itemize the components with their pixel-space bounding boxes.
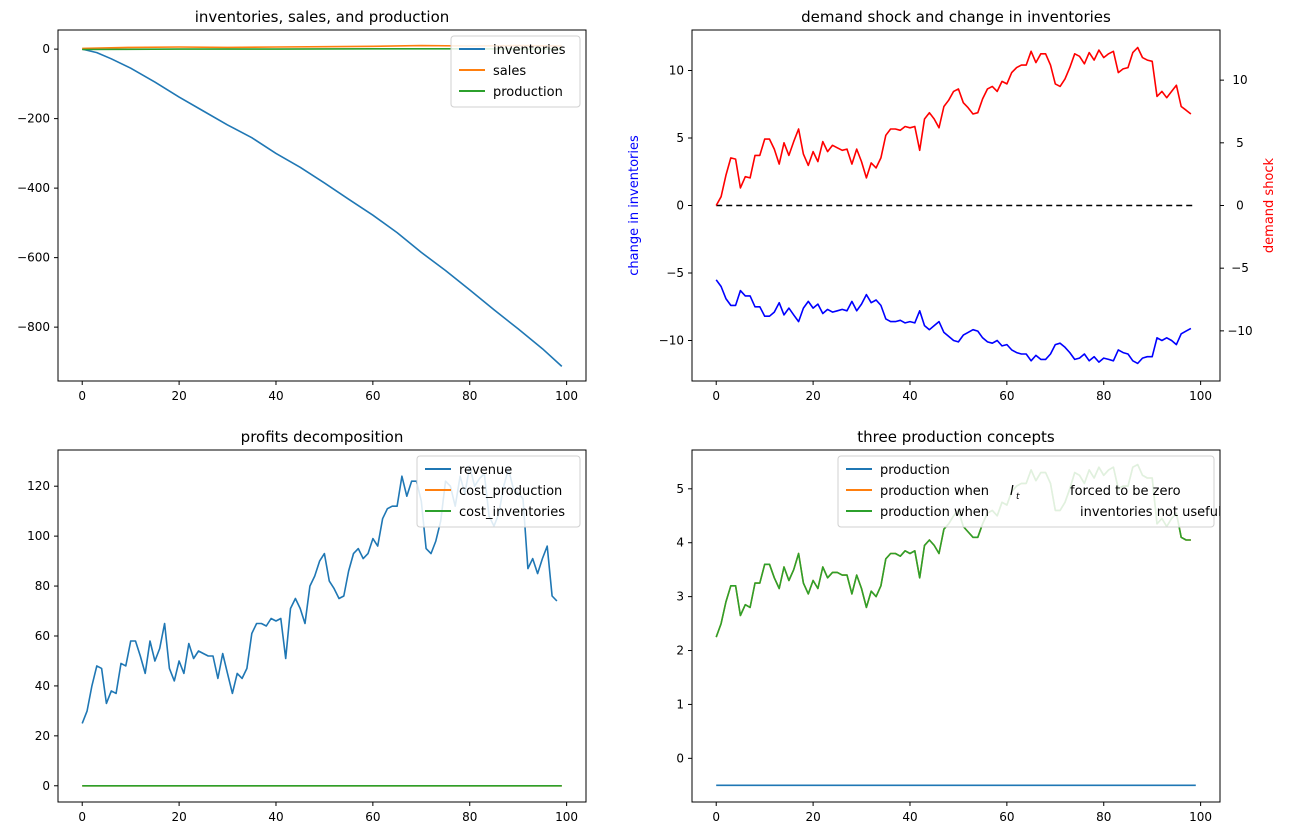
x-tick-label: 20 — [171, 810, 186, 824]
x-tick-label: 60 — [365, 810, 380, 824]
x-tick-label: 0 — [78, 389, 86, 403]
y-tick-label: 10 — [669, 64, 684, 78]
y-tick-label: 5 — [676, 482, 684, 496]
x-tick-label: 100 — [1189, 810, 1212, 824]
chart-title: profits decomposition — [241, 428, 404, 446]
axes-frame — [57, 449, 587, 803]
legend-label: inventories — [493, 43, 566, 58]
x-tick-label: 100 — [555, 810, 578, 824]
x-tick-label: 0 — [712, 810, 720, 824]
x-tick-label: 20 — [171, 389, 186, 403]
y-tick-label: 0 — [676, 199, 684, 213]
series-line-change-in-inventories — [715, 279, 1192, 365]
y-tick-label: 120 — [27, 479, 50, 493]
y-tick-label: −600 — [17, 251, 50, 265]
y-tick-label: 0 — [42, 779, 50, 793]
y-tick-label: 20 — [35, 729, 50, 743]
y-tick-label: 80 — [35, 579, 50, 593]
legend-box — [416, 455, 581, 528]
x-tick-label: 20 — [805, 389, 820, 403]
x-tick-label: 60 — [999, 389, 1014, 403]
y-right-tick-label: −10 — [1227, 324, 1252, 338]
y-tick-label: −800 — [17, 320, 50, 334]
plot-area — [715, 46, 1196, 365]
series-line-inventories — [82, 48, 563, 367]
x-tick-label: 40 — [902, 389, 917, 403]
x-tick-label: 80 — [462, 389, 477, 403]
y-axis-label-right: demand shock — [1262, 157, 1277, 253]
chart-title: demand shock and change in inventories — [801, 8, 1111, 26]
y-tick-label: −10 — [659, 334, 684, 348]
y-tick-label: 3 — [676, 590, 684, 604]
x-tick-label: 100 — [1189, 389, 1212, 403]
y-right-tick-label: 10 — [1232, 73, 1247, 87]
y-tick-label: 1 — [676, 697, 684, 711]
legend-label: production — [880, 463, 950, 478]
series-line-demand-shock — [715, 46, 1192, 206]
y-tick-label: 4 — [676, 536, 684, 550]
legend-box — [837, 455, 1215, 528]
x-tick-label: 40 — [902, 810, 917, 824]
legend-label: cost_inventories — [459, 505, 565, 520]
chart-panel-4: three production concepts 0 20 40 60 80 100 0 1 2… — [676, 428, 1221, 824]
axes-frame — [57, 29, 587, 382]
chart-title: inventories, sales, and production — [195, 8, 450, 26]
x-tick-label: 0 — [78, 810, 86, 824]
y-axis-label-left: change in inventories — [627, 135, 642, 276]
chart-panel-3: profits decomposition 0 20 40 60 80 100 0 20 40 60… — [27, 428, 587, 824]
legend: inventories sales production — [450, 35, 581, 108]
axes-frame — [691, 449, 1221, 803]
legend-label: production when — [880, 505, 989, 520]
legend-box — [450, 35, 581, 108]
chart-panel-1: inventories, sales, and production 0 20 40 6… — [17, 8, 587, 403]
y-tick-label: 60 — [35, 629, 50, 643]
x-tick-label: 100 — [555, 389, 578, 403]
y-tick-label: 0 — [676, 751, 684, 765]
y-tick-label: −5 — [666, 266, 684, 280]
x-tick-label: 80 — [1096, 810, 1111, 824]
x-tick-label: 0 — [712, 389, 720, 403]
x-tick-label: 40 — [268, 389, 283, 403]
legend-label-suffix: inventories not useful — [1080, 505, 1222, 520]
chart-panel-2: demand shock and change in inventories 0 2… — [627, 8, 1277, 403]
x-tick-label: 80 — [1096, 389, 1111, 403]
legend-label: cost_production — [459, 484, 562, 499]
y-tick-label: 2 — [676, 644, 684, 658]
y-tick-label: −400 — [17, 181, 50, 195]
legend: revenue cost_production cost_inventories — [416, 455, 581, 528]
y-tick-label: 5 — [676, 131, 684, 145]
x-tick-label: 40 — [268, 810, 283, 824]
y-tick-label: 100 — [27, 529, 50, 543]
x-tick-label: 60 — [365, 389, 380, 403]
y-right-tick-label: 0 — [1236, 199, 1244, 213]
legend-label-math-subscript: t — [1016, 492, 1020, 502]
legend-label: revenue — [459, 463, 512, 478]
y-tick-label: 40 — [35, 679, 50, 693]
legend-label: production when — [880, 484, 989, 499]
legend-label-math-symbol: I — [1010, 484, 1014, 499]
y-right-tick-label: −5 — [1231, 261, 1249, 275]
legend-label: sales — [493, 64, 526, 79]
chart-title: three production concepts — [857, 428, 1055, 446]
y-right-tick-label: 5 — [1236, 136, 1244, 150]
x-tick-label: 80 — [462, 810, 477, 824]
y-tick-label: −200 — [17, 112, 50, 126]
x-tick-label: 60 — [999, 810, 1014, 824]
y-tick-label: 0 — [42, 42, 50, 56]
legend-label: production — [493, 85, 563, 100]
legend-label-suffix: forced to be zero — [1070, 484, 1181, 499]
x-tick-label: 20 — [805, 810, 820, 824]
